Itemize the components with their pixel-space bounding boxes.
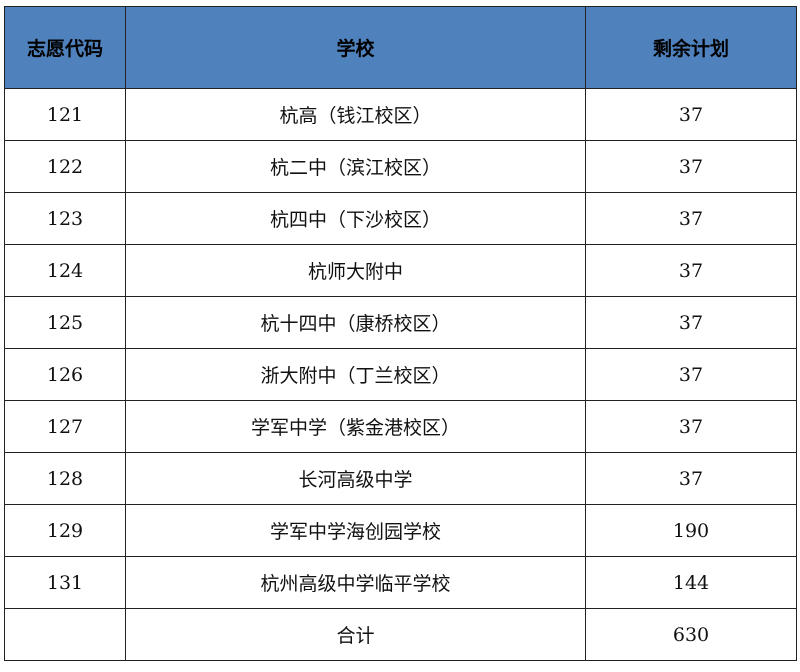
cell-school: 杭州高级中学临平学校: [125, 556, 586, 609]
cell-school: 杭二中（滨江校区）: [125, 140, 586, 193]
header-school: 学校: [125, 6, 586, 89]
table-row: 131 杭州高级中学临平学校 144: [4, 556, 797, 609]
quota-table-container: 志愿代码 学校 剩余计划 121 杭高（钱江校区） 37 122 杭二中（滨江校…: [4, 6, 797, 661]
cell-school: 学军中学（紫金港校区）: [125, 400, 586, 453]
total-code-cell: [4, 608, 126, 661]
cell-code: 128: [4, 452, 126, 505]
table-row: 129 学军中学海创园学校 190: [4, 504, 797, 557]
cell-code: 124: [4, 244, 126, 297]
table-row: 128 长河高级中学 37: [4, 452, 797, 505]
total-row: 合计 630: [4, 608, 797, 661]
cell-code: 129: [4, 504, 126, 557]
cell-code: 123: [4, 192, 126, 245]
cell-school: 杭四中（下沙校区）: [125, 192, 586, 245]
table-row: 122 杭二中（滨江校区） 37: [4, 140, 797, 193]
cell-school: 杭高（钱江校区）: [125, 88, 586, 141]
table-body: 121 杭高（钱江校区） 37 122 杭二中（滨江校区） 37 123 杭四中…: [4, 88, 797, 661]
cell-remaining: 37: [585, 140, 797, 193]
table-row: 121 杭高（钱江校区） 37: [4, 88, 797, 141]
total-remaining: 630: [585, 608, 797, 661]
cell-code: 131: [4, 556, 126, 609]
table-row: 124 杭师大附中 37: [4, 244, 797, 297]
cell-remaining: 37: [585, 348, 797, 401]
cell-school: 学军中学海创园学校: [125, 504, 586, 557]
cell-code: 125: [4, 296, 126, 349]
table-header: 志愿代码 学校 剩余计划: [4, 6, 797, 89]
total-label: 合计: [125, 608, 586, 661]
table-row: 127 学军中学（紫金港校区） 37: [4, 400, 797, 453]
cell-code: 127: [4, 400, 126, 453]
cell-remaining: 37: [585, 244, 797, 297]
cell-school: 浙大附中（丁兰校区）: [125, 348, 586, 401]
cell-school: 杭师大附中: [125, 244, 586, 297]
cell-remaining: 37: [585, 192, 797, 245]
cell-code: 126: [4, 348, 126, 401]
cell-remaining: 144: [585, 556, 797, 609]
header-code: 志愿代码: [4, 6, 126, 89]
cell-remaining: 37: [585, 88, 797, 141]
cell-remaining: 190: [585, 504, 797, 557]
table-row: 126 浙大附中（丁兰校区） 37: [4, 348, 797, 401]
cell-school: 长河高级中学: [125, 452, 586, 505]
table-row: 125 杭十四中（康桥校区） 37: [4, 296, 797, 349]
table-row: 123 杭四中（下沙校区） 37: [4, 192, 797, 245]
cell-school: 杭十四中（康桥校区）: [125, 296, 586, 349]
header-row: 志愿代码 学校 剩余计划: [4, 6, 797, 89]
header-remaining: 剩余计划: [585, 6, 797, 89]
cell-code: 122: [4, 140, 126, 193]
quota-table: 志愿代码 学校 剩余计划 121 杭高（钱江校区） 37 122 杭二中（滨江校…: [4, 6, 797, 661]
cell-remaining: 37: [585, 296, 797, 349]
cell-remaining: 37: [585, 452, 797, 505]
cell-code: 121: [4, 88, 126, 141]
cell-remaining: 37: [585, 400, 797, 453]
